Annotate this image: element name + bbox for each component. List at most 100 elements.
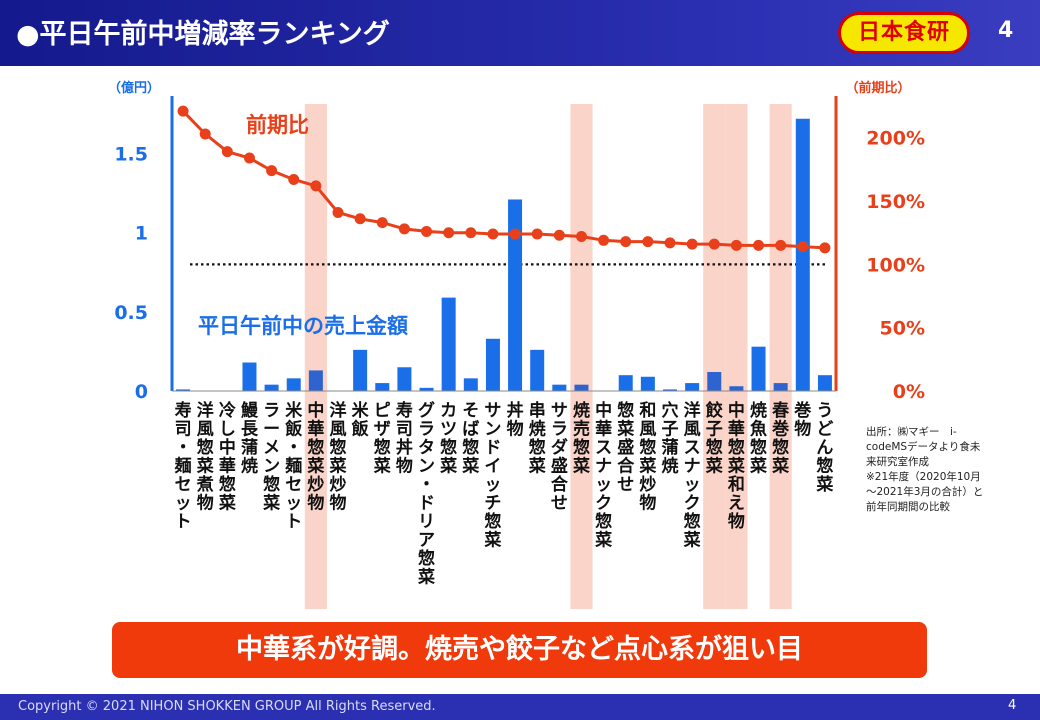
- ratio-point-25: [708, 238, 720, 250]
- ratio-point-21: [620, 236, 632, 248]
- category-label: 和風惣菜炒物: [638, 401, 657, 514]
- highlight-band: [570, 104, 593, 609]
- right-tick-label: 0%: [893, 381, 925, 403]
- category-label: うどん惣菜: [815, 401, 834, 495]
- bar-14: [463, 378, 478, 391]
- bar-7: [308, 370, 323, 391]
- bar-18: [552, 384, 567, 391]
- category-label: 餃子惣菜: [705, 400, 724, 477]
- bar-1: [176, 389, 191, 391]
- ratio-point-27: [753, 239, 765, 251]
- axes: 0 0.5 1 1.5 0% 50% 100% 150% 200% （億円） （前期比）: [108, 80, 925, 403]
- category-label: 寿司丼物: [396, 400, 413, 477]
- bar-12: [419, 387, 434, 391]
- bar-21: [618, 375, 633, 391]
- category-label: 穴子蒲焼: [662, 400, 679, 477]
- ratio-point-4: [243, 152, 255, 164]
- company-logo: 日本食研: [838, 12, 970, 54]
- ratio-point-13: [443, 227, 455, 239]
- right-tick-label: 150%: [866, 191, 925, 213]
- source-line: 前年同期間の比較: [866, 501, 950, 513]
- ratio-point-28: [775, 239, 787, 251]
- ratio-point-8: [332, 206, 344, 218]
- left-tick-label: 0.5: [114, 302, 148, 324]
- bar-29: [795, 118, 810, 392]
- category-label: 寿司・麺セット: [174, 400, 192, 532]
- line-series: [177, 105, 831, 254]
- bar-6: [286, 378, 301, 391]
- bar-26: [729, 386, 744, 391]
- bar-11: [397, 367, 412, 391]
- page-number-bottom: 4: [1008, 698, 1017, 713]
- category-label: ピザ惣菜: [373, 401, 392, 477]
- highlight-band: [703, 104, 726, 609]
- ratio-point-23: [664, 237, 676, 249]
- category-label: カツ惣菜: [439, 401, 458, 477]
- category-labels: 寿司・麺セット洋風惣菜煮物冷し中華惣菜鰻長蒲焼ラーメン惣菜米飯・麺セット中華惣菜…: [174, 400, 835, 588]
- category-label: 中華惣菜炒物: [306, 400, 325, 514]
- category-label: 丼物: [507, 400, 524, 440]
- bar-13: [441, 297, 456, 391]
- bar-25: [707, 372, 722, 391]
- bar-5: [264, 384, 279, 391]
- ratio-point-26: [730, 239, 742, 251]
- bar-4: [242, 362, 257, 391]
- bar-27: [751, 346, 766, 391]
- source-line: 来研究室作成: [866, 456, 929, 468]
- bar-15: [485, 338, 500, 391]
- highlight-band: [725, 104, 748, 609]
- category-label: そば惣菜: [461, 401, 480, 477]
- left-tick-label: 1.5: [114, 144, 148, 166]
- bar-10: [375, 383, 390, 391]
- page-number-top: 4: [998, 18, 1014, 43]
- ratio-point-14: [465, 227, 477, 239]
- ratio-point-29: [797, 241, 809, 253]
- line-annotation: 前期比: [246, 113, 309, 137]
- category-label: 惣菜盛合せ: [616, 400, 635, 495]
- ratio-point-15: [487, 228, 499, 240]
- bar-30: [817, 375, 832, 391]
- category-label: 洋風惣菜煮物: [196, 400, 215, 514]
- category-label: 巻物: [793, 400, 811, 440]
- copyright-text: Copyright © 2021 NIHON SHOKKEN GROUP All…: [18, 699, 436, 714]
- category-label: 鰻長蒲焼: [241, 400, 259, 477]
- ratio-point-3: [221, 146, 233, 158]
- ratio-point-10: [376, 217, 388, 229]
- bar-22: [640, 376, 655, 391]
- ratio-point-20: [598, 234, 610, 246]
- category-label: サンドイッチ惣菜: [483, 401, 502, 551]
- category-label: 冷し中華惣菜: [218, 400, 237, 514]
- header-bar: ●平日午前中増減率ランキング 日本食研 4: [0, 0, 1040, 66]
- ratio-point-7: [310, 180, 322, 192]
- page-title: ●平日午前中増減率ランキング: [16, 19, 390, 50]
- category-label: 洋風スナック惣菜: [683, 400, 702, 551]
- category-label: 米飯: [351, 400, 370, 440]
- category-label: ラーメン惣菜: [262, 401, 281, 514]
- source-line: 出所：㈱マギー i-: [866, 426, 957, 438]
- right-tick-label: 200%: [866, 128, 925, 150]
- footer-bar: Copyright © 2021 NIHON SHOKKEN GROUP All…: [0, 694, 1040, 720]
- category-label: 米飯・麺セット: [284, 400, 303, 532]
- ratio-point-22: [642, 236, 654, 248]
- bar-19: [574, 384, 589, 391]
- right-tick-label: 50%: [880, 318, 925, 340]
- ratio-point-19: [575, 231, 587, 243]
- ratio-point-16: [509, 228, 521, 240]
- source-line: codeMSデータより食未: [866, 441, 981, 453]
- ratio-point-9: [354, 213, 366, 225]
- source-line: ※21年度（2020年10月: [866, 471, 981, 483]
- left-tick-label: 0: [135, 381, 148, 403]
- bar-24: [685, 383, 700, 391]
- left-axis-label: （億円）: [108, 80, 160, 96]
- category-label: 串焼惣菜: [528, 400, 547, 477]
- category-label: 洋風惣菜炒物: [329, 400, 348, 514]
- ratio-point-12: [421, 225, 433, 237]
- ratio-point-18: [553, 229, 565, 241]
- highlight-band: [769, 104, 792, 609]
- bar-annotation: 平日午前中の売上金額: [198, 314, 408, 338]
- bar-23: [663, 389, 677, 391]
- category-label: グラタン・ドリア惣菜: [417, 400, 436, 588]
- highlight-band: [304, 104, 327, 609]
- ratio-point-17: [531, 228, 543, 240]
